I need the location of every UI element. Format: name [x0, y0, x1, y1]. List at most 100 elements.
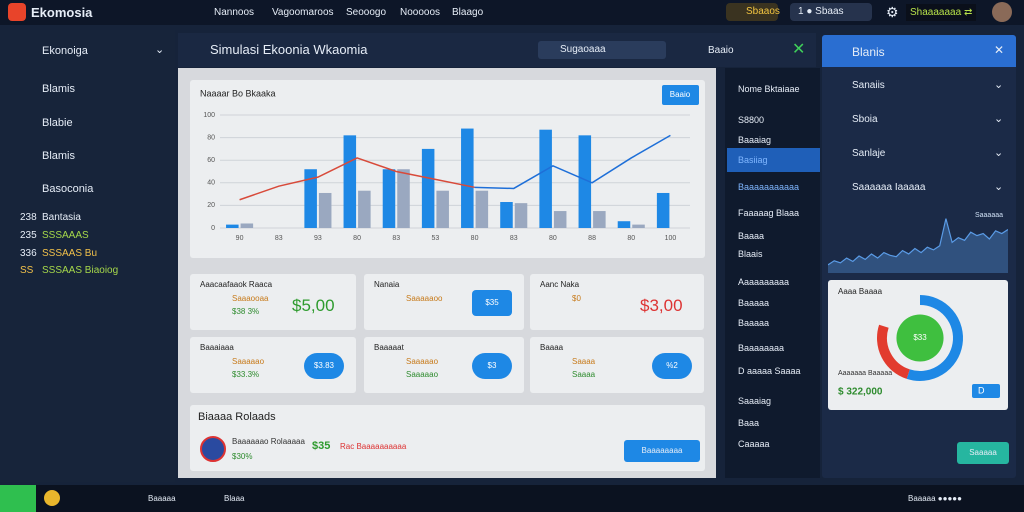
bar	[617, 221, 631, 228]
dropdown[interactable]: Sugaoaaa	[538, 41, 666, 59]
list-item[interactable]: Baaa	[738, 418, 760, 428]
task-item[interactable]: Blaaa	[224, 494, 245, 503]
task-item[interactable]: Baaaaa	[148, 494, 176, 503]
bottom-card	[190, 405, 705, 471]
list-text: SSSAAS Bu	[42, 248, 98, 259]
panel-button[interactable]: Saaaaa	[957, 442, 1009, 464]
start-button[interactable]	[0, 485, 36, 512]
list-item[interactable]: Baaaaaaaa	[738, 343, 785, 353]
card-title: Nanaia	[374, 280, 400, 289]
accordion-item[interactable]: Saaaaaa Iaaaaa	[852, 182, 926, 193]
line	[474, 134, 671, 190]
trend-area	[828, 218, 1008, 273]
list-item[interactable]: Baaaa	[738, 231, 765, 241]
chart: Naaaar Bo Bkaaka Baaio 0 20 40 60 80 100 90 83 9…	[200, 85, 699, 242]
card-title: Baaaaat	[374, 343, 404, 352]
list-item[interactable]: Baaaiag	[738, 135, 772, 145]
list-item[interactable]: Nome Bktaiaae	[738, 84, 800, 94]
select[interactable]: 1 ● Sbaas	[790, 3, 872, 21]
accordion-item[interactable]: Sanlaje	[852, 148, 886, 159]
chart-button-label[interactable]: Baaio	[670, 90, 691, 99]
list-item[interactable]: Baaaaaaaaaaa	[738, 182, 800, 192]
x-tick-label: 90	[236, 235, 244, 242]
accordion-chevron[interactable]: ⌄	[994, 181, 1004, 193]
close[interactable]: ✕	[792, 41, 806, 58]
y-tick-label: 40	[207, 180, 215, 187]
list-item[interactable]: Blaais	[738, 249, 763, 259]
bottom-line: $30%	[232, 452, 253, 461]
bar	[436, 190, 449, 228]
menu-item[interactable]: Blabie	[42, 117, 73, 129]
list-item[interactable]: Baaaaa	[738, 298, 770, 308]
bottom-button[interactable]: Baaaaaaaa	[624, 440, 700, 462]
bottom-value: $35	[312, 440, 331, 452]
accordion-item[interactable]: Sboia	[852, 114, 878, 125]
main-title: Simulasi Ekoonia Wkaomia	[210, 42, 368, 57]
accordion-chevron[interactable]: ⌄	[994, 113, 1004, 125]
list-item[interactable]: Faaaaag Blaaa	[738, 208, 800, 218]
accordion-chevron[interactable]: ⌄	[994, 147, 1004, 159]
menu-item[interactable]: Blamis	[42, 150, 76, 162]
bottom-note: Rac Baaaaaaaaaa	[340, 442, 407, 451]
list-item[interactable]: Basiiag	[738, 155, 768, 165]
side-panel-title: Blanis	[852, 45, 885, 59]
bar	[593, 211, 606, 228]
x-tick-label: 100	[665, 235, 677, 242]
menu-item[interactable]: Basoconia	[42, 183, 94, 195]
nav-item[interactable]: Nannoos	[214, 7, 255, 18]
nav-item[interactable]: Vagoomaroos	[272, 7, 334, 18]
y-tick-label: 0	[211, 225, 215, 232]
logo	[8, 3, 26, 21]
accordion-chevron[interactable]: ⌄	[994, 79, 1004, 91]
nav-item[interactable]: Seooogo	[346, 7, 387, 18]
browser-icon[interactable]	[44, 490, 60, 506]
nav-item[interactable]: Blaago	[452, 7, 484, 18]
card-line: Saaaa	[572, 357, 596, 366]
pie-value: $ 322,000	[838, 387, 883, 398]
pie-center	[896, 314, 944, 362]
x-tick-label: 83	[275, 235, 283, 242]
list-item[interactable]: Aaaaaaaaaa	[738, 277, 790, 287]
y-tick-label: 20	[207, 202, 215, 209]
list-item[interactable]: Saaaiag	[738, 396, 772, 406]
bar	[632, 224, 645, 228]
card-title: Baaaiaaa	[200, 343, 234, 352]
menu-item[interactable]: Blamis	[42, 83, 76, 95]
card-value: $5,00	[292, 296, 335, 315]
list-item[interactable]: S8800	[738, 115, 765, 125]
settings-icon[interactable]: ⚙	[886, 4, 899, 20]
card-line: $38 3%	[232, 307, 260, 316]
x-tick-label: 83	[510, 235, 518, 242]
list-num: 238	[20, 212, 37, 223]
chart-button[interactable]	[662, 85, 699, 105]
x-tick-label: 93	[314, 235, 322, 242]
pie-badge-bg	[972, 384, 1000, 398]
list-item[interactable]: Baaaaa	[738, 318, 770, 328]
chevron[interactable]: ⌄	[155, 44, 165, 56]
card-title: Baaaa	[540, 343, 564, 352]
pie-center-label: $33	[913, 333, 927, 342]
card-value: %2	[652, 353, 692, 379]
side-panel-header	[822, 35, 1016, 67]
bottom-title: Biaaaa Rolaads	[198, 411, 276, 423]
line	[239, 157, 475, 201]
action[interactable]: Baaio	[708, 45, 734, 56]
list-item[interactable]: Caaaaa	[738, 439, 770, 449]
x-tick-label: 88	[588, 235, 596, 242]
trend-chart: Saaaaaa	[828, 212, 1008, 273]
list-item[interactable]: D aaaaa Saaaa	[738, 366, 801, 376]
accordion-item[interactable]: Sanaiis	[852, 80, 885, 91]
nav-item[interactable]: Nooooos	[400, 7, 441, 18]
bar	[421, 148, 435, 228]
menu-item[interactable]: Ekonoiga	[42, 45, 88, 57]
x-tick-label: 53	[432, 235, 440, 242]
bar	[240, 223, 254, 228]
badge[interactable]: Sbaaos	[726, 3, 780, 21]
avatar[interactable]	[992, 2, 1012, 22]
chart-title: Naaaar Bo Bkaaka	[200, 88, 276, 98]
pie-slice	[877, 324, 911, 379]
bar	[397, 169, 410, 228]
card	[530, 274, 704, 330]
side-panel-close[interactable]: ✕	[994, 43, 1005, 57]
pie-slice	[906, 295, 963, 381]
